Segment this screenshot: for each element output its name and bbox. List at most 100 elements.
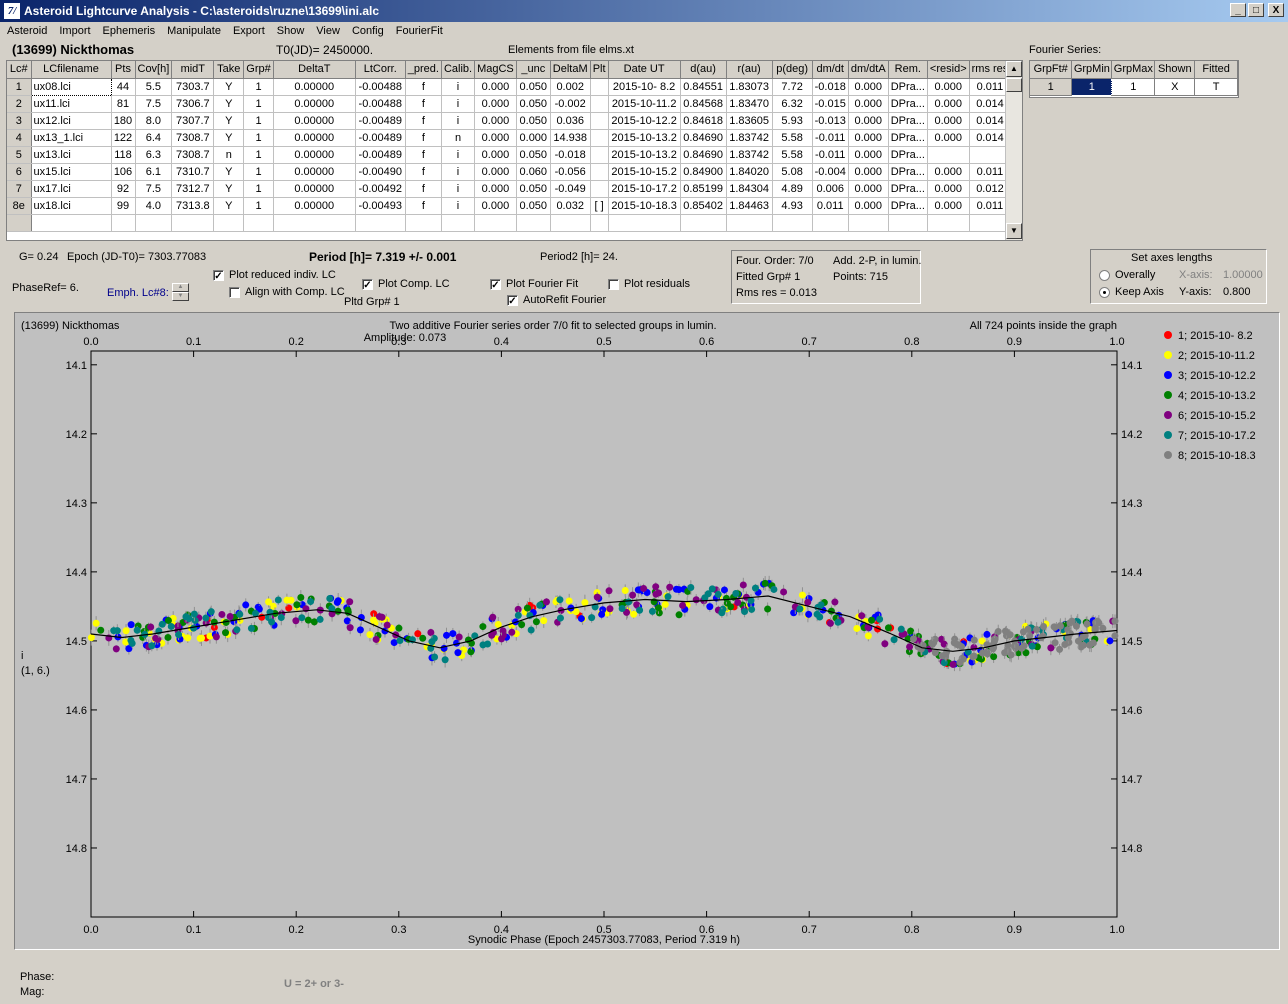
table-cell[interactable] — [608, 214, 681, 232]
table-cell[interactable] — [888, 214, 928, 232]
table-cell[interactable]: 0.000 — [927, 129, 970, 147]
table-cell[interactable]: -0.002 — [550, 95, 591, 113]
column-header[interactable]: _pred. — [405, 61, 442, 79]
table-cell[interactable]: -0.00488 — [355, 95, 406, 113]
fourier-cell-fitted[interactable]: T — [1194, 78, 1238, 96]
column-header[interactable]: Grp# — [243, 61, 274, 79]
table-cell[interactable]: 7312.7 — [171, 180, 215, 198]
table-cell[interactable]: 0.006 — [812, 180, 849, 198]
table-cell[interactable]: -0.011 — [812, 146, 849, 164]
column-header[interactable]: MagCS — [474, 61, 517, 79]
table-cell[interactable] — [111, 214, 136, 232]
table-cell[interactable]: Y — [213, 197, 245, 215]
table-cell[interactable]: 0.84551 — [680, 78, 727, 96]
table-cell[interactable] — [243, 214, 274, 232]
table-cell[interactable]: -0.00489 — [355, 146, 406, 164]
table-cell[interactable] — [590, 95, 609, 113]
table-cell[interactable]: 1.84304 — [726, 180, 773, 198]
table-cell[interactable]: -0.004 — [812, 163, 849, 181]
table-cell[interactable]: DPra... — [888, 163, 928, 181]
table-cell[interactable] — [213, 214, 245, 232]
table-cell[interactable]: 106 — [111, 163, 136, 181]
table-cell[interactable]: -0.018 — [550, 146, 591, 164]
table-cell[interactable]: 1 — [243, 95, 274, 113]
autorefit-fourier-checkbox[interactable]: ✓ AutoRefit Fourier — [507, 294, 607, 307]
table-cell[interactable]: n — [213, 146, 245, 164]
table-cell[interactable]: Y — [213, 95, 245, 113]
table-cell[interactable]: 0.050 — [516, 180, 551, 198]
table-cell[interactable]: 7303.7 — [171, 78, 215, 96]
table-cell[interactable]: 0.000 — [927, 95, 970, 113]
table-cell[interactable]: DPra... — [888, 197, 928, 215]
table-cell[interactable] — [355, 214, 406, 232]
table-cell[interactable] — [590, 129, 609, 147]
table-cell[interactable]: 92 — [111, 180, 136, 198]
table-cell[interactable]: 122 — [111, 129, 136, 147]
column-header[interactable]: LtCorr. — [355, 61, 406, 79]
scroll-up-button[interactable]: ▲ — [1006, 61, 1022, 77]
table-cell[interactable]: 1 — [243, 78, 274, 96]
table-cell[interactable] — [812, 214, 849, 232]
table-row[interactable]: 5 ux13.lci 118 6.3 7308.7 n 1 0.00000 -0.00489 f i… — [7, 146, 1012, 164]
menu-config[interactable]: Config — [351, 25, 384, 37]
table-cell[interactable]: -0.013 — [812, 112, 849, 130]
menu-asteroid[interactable]: Asteroid — [7, 25, 48, 37]
table-cell[interactable]: 4.93 — [772, 197, 813, 215]
table-cell[interactable] — [441, 214, 476, 232]
column-header[interactable]: Rem. — [888, 61, 928, 79]
table-cell[interactable]: -0.00489 — [355, 129, 406, 147]
table-cell[interactable]: DPra... — [888, 129, 928, 147]
table-row[interactable]: 8e ux18.lci 99 4.0 7313.8 Y 1 0.00000 -0.00493 f i… — [7, 197, 1012, 215]
table-cell[interactable] — [772, 214, 813, 232]
table-row[interactable]: 2 ux11.lci 81 7.5 7306.7 Y 1 0.00000 -0.00488 f i 0… — [7, 95, 1012, 113]
y-axis-value[interactable]: 0.800 — [1223, 286, 1251, 298]
table-cell[interactable]: ux08.lci — [30, 77, 112, 96]
column-header[interactable]: Cov[h] — [135, 61, 173, 79]
table-cell[interactable]: 0.050 — [516, 112, 551, 130]
lightcurve-plot[interactable]: 0.0 0.0 0.1 0.1 0.2 0.2 0.3 0.3 0.4 0.4 0.5 0.5 0.6 0… — [15, 313, 1279, 949]
table-cell[interactable]: 7313.8 — [171, 197, 215, 215]
table-cell[interactable]: ux13_1.lci — [31, 129, 112, 147]
table-cell[interactable]: -0.011 — [812, 129, 849, 147]
table-cell[interactable]: f — [405, 163, 442, 181]
table-cell[interactable]: DPra... — [888, 180, 928, 198]
close-button[interactable]: X — [1268, 3, 1284, 17]
column-header[interactable]: p(deg) — [772, 61, 813, 79]
table-cell[interactable]: 7308.7 — [171, 146, 215, 164]
table-cell[interactable] — [273, 214, 356, 232]
menu-ephemeris[interactable]: Ephemeris — [102, 25, 156, 37]
table-cell[interactable]: 81 — [111, 95, 136, 113]
table-cell[interactable]: DPra... — [888, 95, 928, 113]
column-header[interactable]: r(au) — [726, 61, 773, 79]
table-cell[interactable]: DPra... — [888, 146, 928, 164]
table-cell[interactable]: ux18.lci — [31, 197, 112, 215]
table-cell[interactable]: 0.002 — [550, 78, 591, 96]
table-cell[interactable]: 14.938 — [550, 129, 591, 147]
plot-residuals-checkbox[interactable]: Plot residuals — [608, 278, 690, 290]
table-cell[interactable] — [590, 112, 609, 130]
column-header[interactable]: dm/dt — [812, 61, 849, 79]
table-cell[interactable]: 2015-10-12.2 — [608, 112, 681, 130]
table-cell[interactable]: 0.000 — [848, 112, 889, 130]
table-cell[interactable]: 5.93 — [772, 112, 813, 130]
row-header[interactable]: 3 — [7, 112, 32, 130]
table-cell[interactable]: 0.000 — [474, 129, 517, 147]
table-cell[interactable]: 1 — [243, 163, 274, 181]
column-header[interactable]: DeltaT — [273, 61, 356, 79]
table-cell[interactable] — [590, 163, 609, 181]
column-header[interactable]: <resid> — [927, 61, 970, 79]
table-cell[interactable]: f — [405, 129, 442, 147]
table-cell[interactable]: 0.000 — [927, 180, 970, 198]
table-cell[interactable]: 2015-10-17.2 — [608, 180, 681, 198]
table-cell[interactable]: 0.050 — [516, 197, 551, 215]
table-cell[interactable]: 2015-10- 8.2 — [608, 78, 681, 96]
menu-export[interactable]: Export — [232, 25, 265, 37]
lightcurve-plot-panel[interactable]: 0.0 0.0 0.1 0.1 0.2 0.2 0.3 0.3 0.4 0.4 0.5 0.5 0.6 0… — [14, 312, 1280, 950]
row-header[interactable]: 7 — [7, 180, 32, 198]
table-cell[interactable]: -0.00492 — [355, 180, 406, 198]
table-cell[interactable]: 0.84618 — [680, 112, 727, 130]
table-cell[interactable]: 0.84568 — [680, 95, 727, 113]
row-header[interactable]: 6 — [7, 163, 32, 181]
column-header[interactable]: d(au) — [680, 61, 727, 79]
table-cell[interactable]: 0.000 — [848, 180, 889, 198]
